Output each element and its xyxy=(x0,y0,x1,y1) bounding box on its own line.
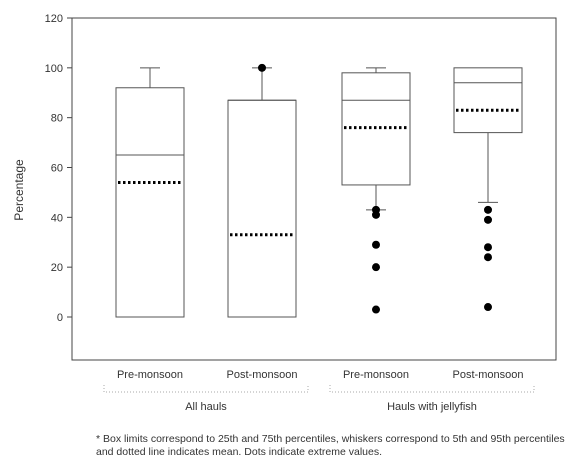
outlier-dot xyxy=(372,305,380,314)
plot-area xyxy=(71,17,557,361)
y-tick-label: 20 xyxy=(51,262,63,274)
box-3 xyxy=(341,67,411,314)
outlier-dot xyxy=(372,240,380,249)
x-axis-labels: Pre-monsoon Post-monsoon All hauls Pre-mons… xyxy=(103,369,535,413)
y-tick-label: 40 xyxy=(51,212,63,224)
y-tick-label: 80 xyxy=(51,113,63,125)
box-body xyxy=(341,72,411,186)
y-axis-label: Percentage xyxy=(12,159,26,221)
outlier-dot xyxy=(258,63,266,72)
y-tick-label: 120 xyxy=(45,13,63,25)
x-category-label: Post-monsoon xyxy=(227,369,298,381)
outlier-dot xyxy=(372,210,380,219)
box-body xyxy=(453,67,523,134)
outlier-dot xyxy=(484,205,492,214)
y-tick-label: 100 xyxy=(45,63,63,75)
y-axis-ticks: 0 20 40 60 80 100 120 xyxy=(45,13,72,324)
outlier-dot xyxy=(484,215,492,224)
box-4 xyxy=(453,67,523,312)
group-bracket xyxy=(103,385,309,393)
box-body xyxy=(227,99,297,318)
boxes-layer xyxy=(115,63,523,318)
x-category-label: Pre-monsoon xyxy=(117,369,183,381)
chart-footnote: * Box limits correspond to 25th and 75th… xyxy=(96,433,565,458)
y-tick-label: 0 xyxy=(57,312,63,324)
outlier-dot xyxy=(484,303,492,312)
x-category-label: Post-monsoon xyxy=(453,369,524,381)
box-2 xyxy=(227,63,297,318)
x-category-label: Pre-monsoon xyxy=(343,369,409,381)
box-body xyxy=(115,87,185,318)
outlier-dot xyxy=(372,263,380,272)
group-bracket xyxy=(329,385,535,393)
outlier-dot xyxy=(484,243,492,252)
group-label: Hauls with jellyfish xyxy=(387,401,477,413)
outlier-dot xyxy=(484,253,492,262)
box-1 xyxy=(115,67,185,318)
y-tick-label: 60 xyxy=(51,163,63,175)
box-plot-chart: 0 20 40 60 80 100 120 Pre-monsoon Post-monsoon A… xyxy=(12,13,557,413)
group-label: All hauls xyxy=(185,401,227,413)
